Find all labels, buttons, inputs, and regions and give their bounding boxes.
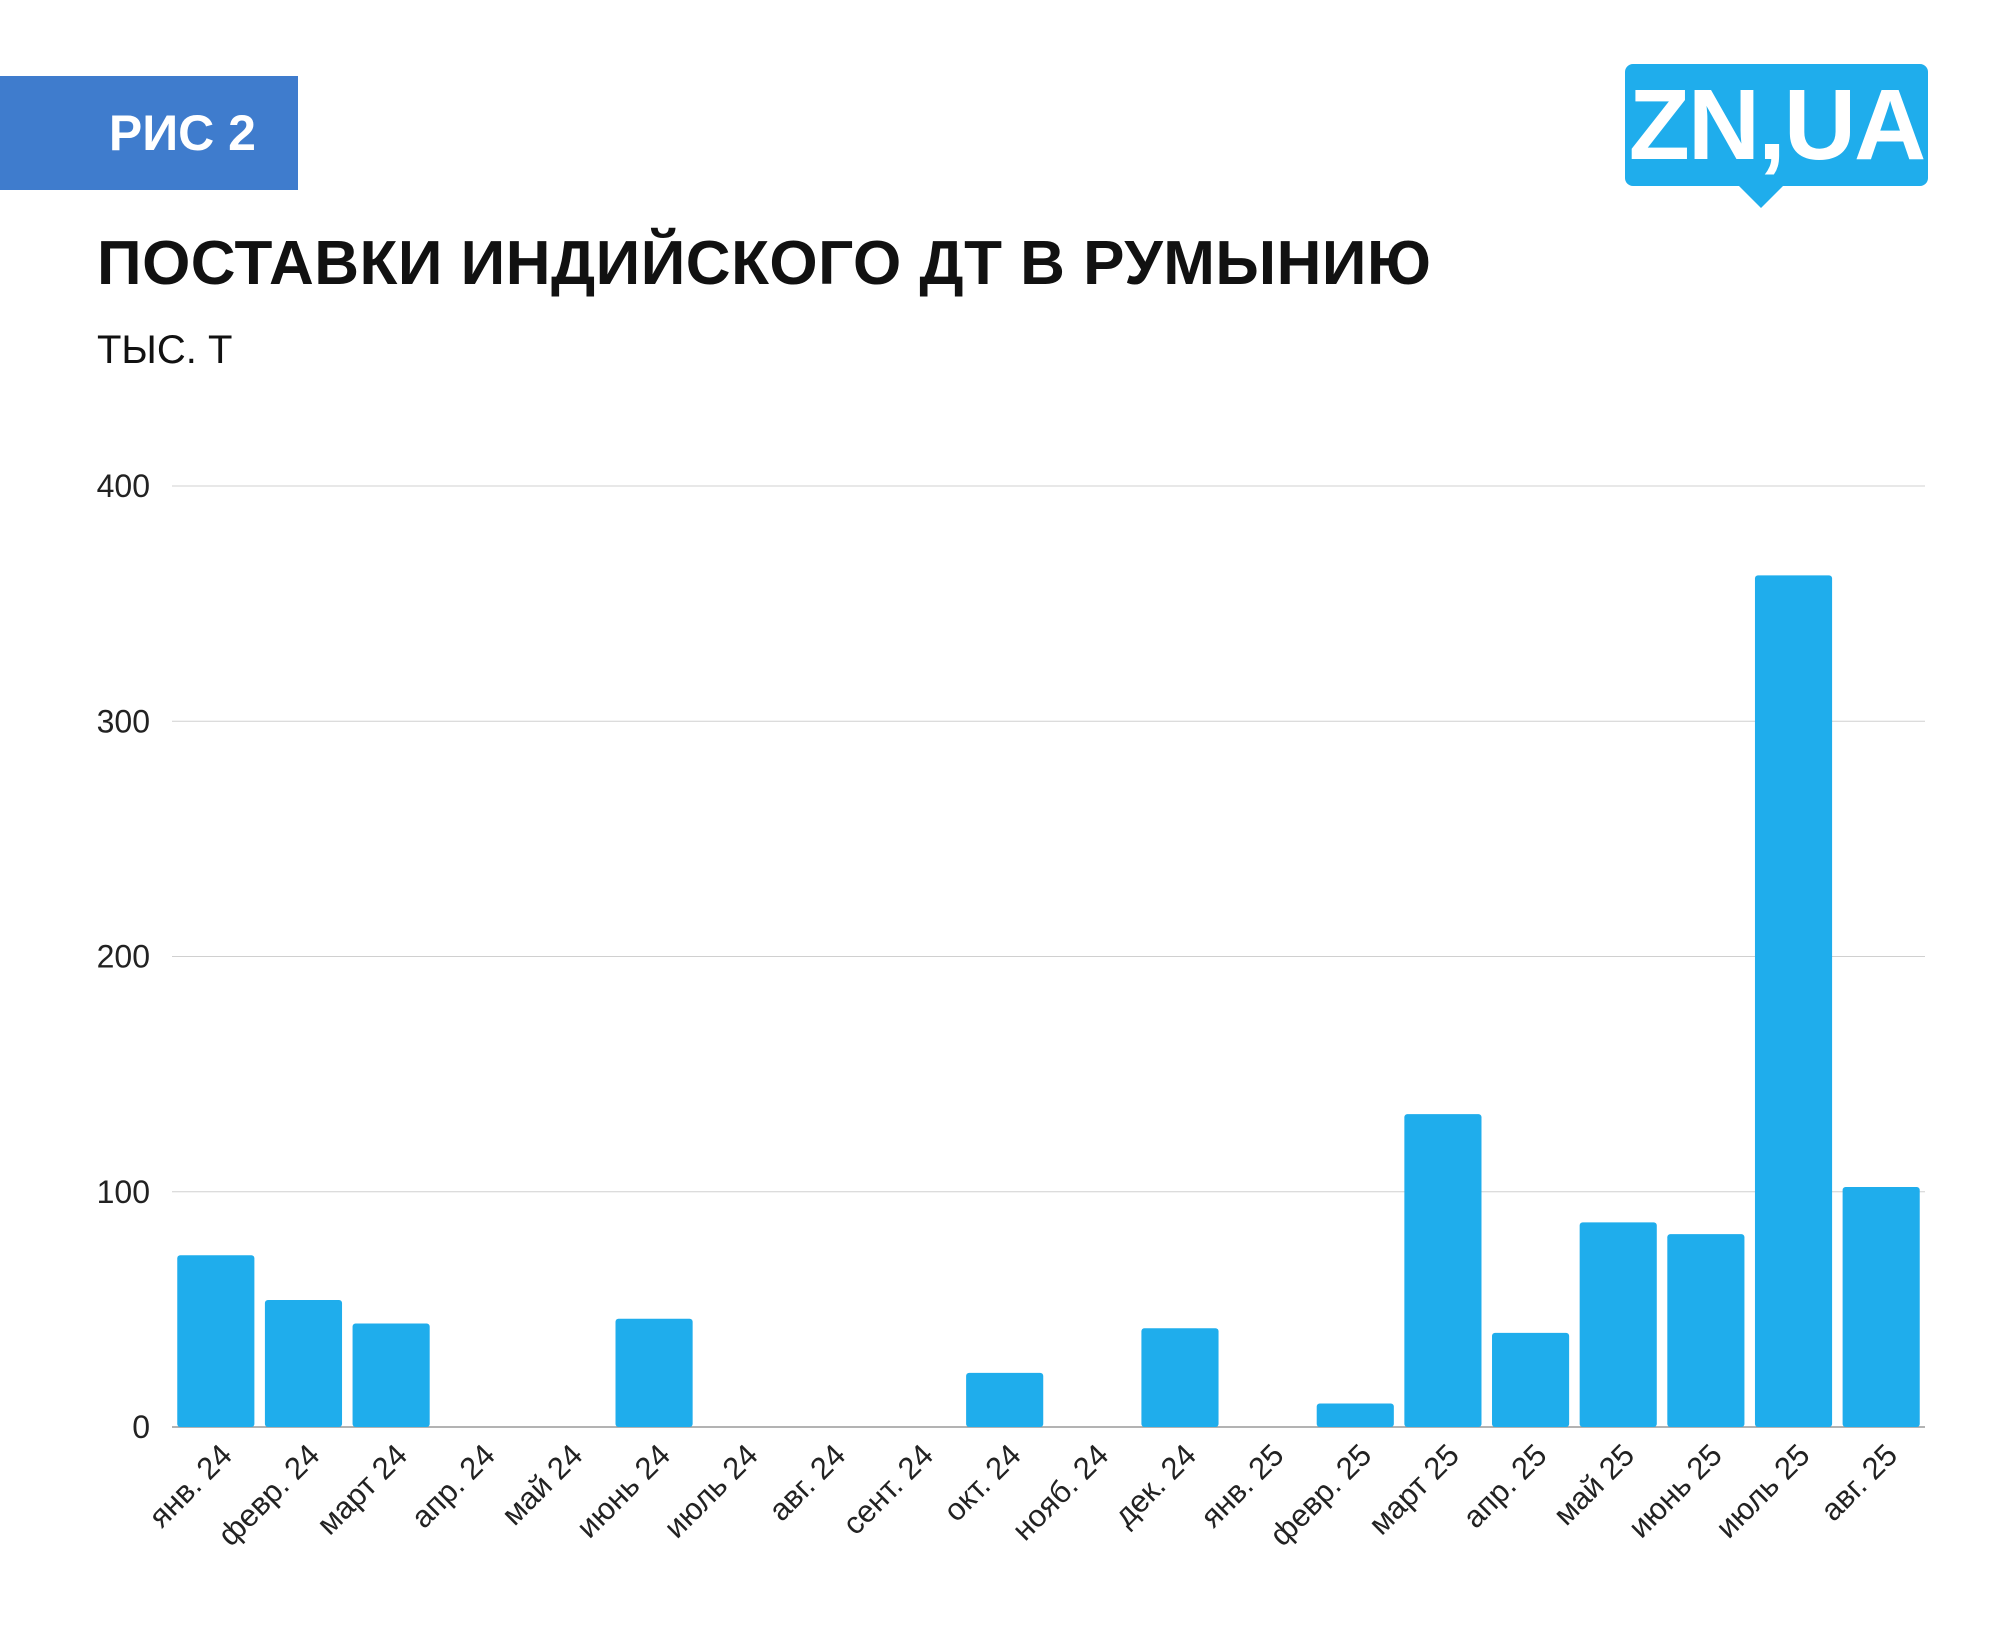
zn-ua-logo: ZN,UA — [1625, 64, 1928, 209]
bar-5 — [615, 1318, 693, 1427]
x-tick-label: апр. 25 — [1456, 1437, 1554, 1535]
x-tick-label: июль 24 — [657, 1437, 765, 1545]
bar-1 — [264, 1299, 343, 1427]
bar-0 — [177, 1255, 255, 1427]
chart-title: ПОСТАВКИ ИНДИЙСКОГО ДТ В РУМЫНИЮ — [97, 229, 1432, 298]
bar-18 — [1754, 575, 1833, 1427]
bar-11 — [1141, 1328, 1219, 1427]
x-tick-label: сент. 24 — [836, 1437, 940, 1541]
bar-16 — [1579, 1222, 1657, 1427]
bar-17 — [1667, 1234, 1745, 1427]
figure-label: РИС 2 — [0, 76, 298, 190]
x-tick-label: нояб. 24 — [1005, 1437, 1115, 1547]
y-tick-label: 100 — [97, 1174, 150, 1210]
y-tick-label: 300 — [97, 703, 150, 739]
x-tick-label: июнь 24 — [570, 1437, 677, 1544]
y-tick-label: 400 — [97, 468, 150, 504]
bar-14 — [1404, 1114, 1482, 1427]
bar-15 — [1492, 1332, 1570, 1427]
x-tick-label: март 24 — [310, 1437, 414, 1541]
x-tick-label: июль 25 — [1709, 1437, 1817, 1545]
x-tick-label: авг. 25 — [1814, 1437, 1904, 1527]
x-tick-label: дек. 24 — [1107, 1437, 1203, 1533]
bar-9 — [966, 1372, 1044, 1427]
logo-text: ZN,UA — [1625, 64, 1928, 186]
y-tick-label: 0 — [132, 1409, 150, 1445]
bar-2 — [352, 1323, 430, 1427]
bar-13 — [1316, 1403, 1394, 1427]
y-tick-label: 200 — [97, 939, 150, 975]
x-tick-label: апр. 24 — [404, 1437, 502, 1535]
bar-19 — [1842, 1187, 1920, 1427]
logo-speech-tail — [1735, 182, 1787, 208]
x-tick-label: июнь 25 — [1621, 1437, 1728, 1544]
x-tick-label: март 25 — [1362, 1437, 1466, 1541]
unit-label: ТЫС. Т — [97, 328, 233, 372]
